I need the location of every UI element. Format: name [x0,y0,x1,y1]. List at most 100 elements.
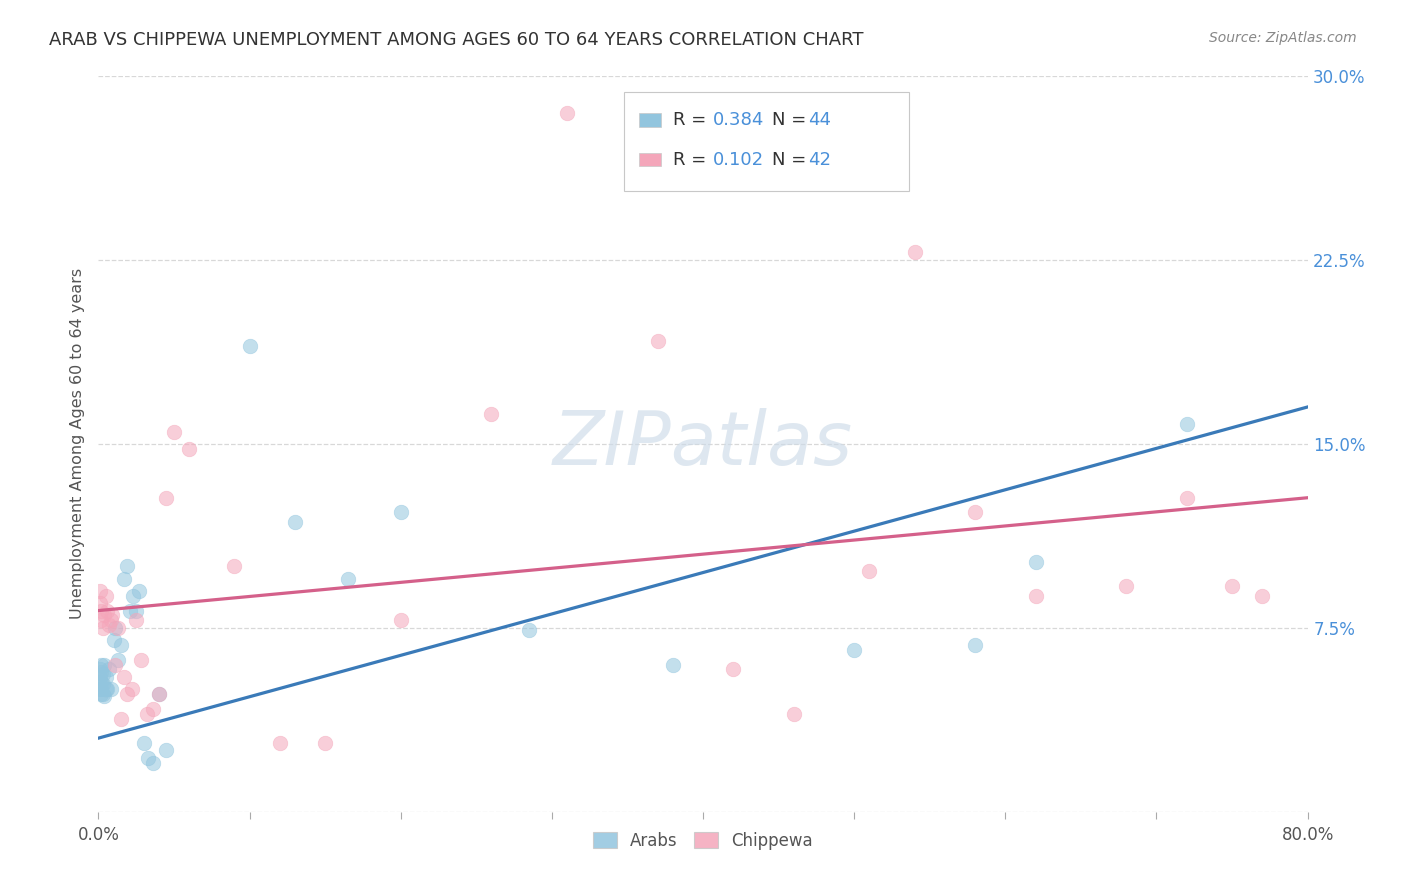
Point [148,687,170,701]
Point [103,633,125,648]
Point [90,614,112,628]
Point [90,665,112,679]
Point [101,608,124,623]
Point [844,642,866,657]
FancyBboxPatch shape [624,92,908,192]
Point [965,638,987,652]
Point [98,618,121,632]
Point [91,667,114,681]
Text: ZIPatlas: ZIPatlas [553,408,853,480]
Point [132,736,155,750]
Point [93,690,115,704]
Point [1115,579,1137,593]
Point [93,608,115,623]
Legend: Arabs, Chippewa: Arabs, Chippewa [586,825,820,856]
Point [89,677,111,691]
Point [90,657,112,672]
Point [104,621,127,635]
Point [389,614,412,628]
Point [112,572,135,586]
Point [155,743,177,757]
Point [965,505,987,519]
Text: 0.384: 0.384 [713,111,763,129]
Point [121,681,143,696]
Point [90,603,112,617]
Point [1220,579,1243,593]
Point [125,603,148,617]
Point [661,657,683,672]
Text: ARAB VS CHIPPEWA UNEMPLOYMENT AMONG AGES 60 TO 64 YEARS CORRELATION CHART: ARAB VS CHIPPEWA UNEMPLOYMENT AMONG AGES… [49,31,863,49]
Text: 42: 42 [808,151,831,169]
Point [115,687,138,701]
Point [1251,589,1274,603]
Point [904,245,927,260]
Point [858,564,880,578]
Point [96,681,118,696]
Point [112,670,135,684]
Point [647,334,669,348]
Point [91,687,114,701]
Point [135,706,157,721]
Text: N =: N = [772,111,806,129]
Point [517,623,540,637]
Point [110,712,132,726]
Text: R =: R = [673,111,706,129]
Point [179,442,201,456]
Point [91,621,114,635]
Point [120,603,142,617]
Point [269,736,291,750]
Point [1175,491,1198,505]
Point [155,491,177,505]
Point [1024,589,1046,603]
Point [224,559,246,574]
Point [555,105,578,120]
Point [107,621,129,635]
Point [148,687,170,701]
Point [336,572,359,586]
Point [100,614,122,628]
Text: 0.102: 0.102 [713,151,763,169]
Point [93,657,115,672]
Text: 44: 44 [808,111,831,129]
Point [239,338,262,352]
Point [142,701,165,715]
Point [389,505,412,519]
Point [90,681,112,696]
Point [89,662,111,676]
Point [1024,554,1046,569]
Point [314,736,336,750]
Text: R =: R = [673,151,706,169]
Point [89,596,111,610]
Point [91,677,114,691]
Point [94,681,117,696]
Point [1175,417,1198,431]
Point [129,653,152,667]
Point [128,583,150,598]
Point [284,515,307,529]
Point [96,603,118,617]
Point [110,638,132,652]
Point [104,657,127,672]
Point [783,706,806,721]
Point [142,756,165,770]
Point [136,751,159,765]
Point [89,670,111,684]
Point [90,687,112,701]
Point [163,425,186,439]
Point [125,614,148,628]
Point [100,681,122,696]
FancyBboxPatch shape [638,113,661,127]
Point [89,583,111,598]
Point [94,589,117,603]
Point [122,589,145,603]
Point [723,662,745,676]
FancyBboxPatch shape [638,153,661,166]
Y-axis label: Unemployment Among Ages 60 to 64 years: Unemployment Among Ages 60 to 64 years [70,268,86,619]
Text: Source: ZipAtlas.com: Source: ZipAtlas.com [1209,31,1357,45]
Point [481,407,503,421]
Point [115,559,138,574]
Point [90,674,112,689]
Point [94,670,117,684]
Text: N =: N = [772,151,806,169]
Point [89,681,111,696]
